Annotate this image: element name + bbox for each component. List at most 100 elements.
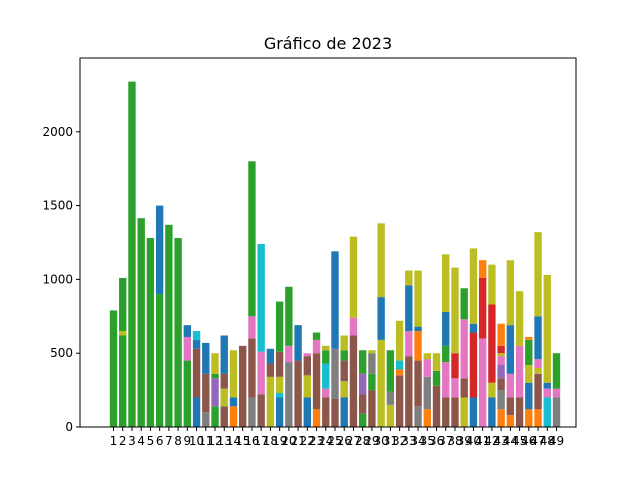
bar-segment-27-2 [349,317,358,336]
bar-segment-43-6 [497,353,505,357]
bar-segment-26-3 [340,360,348,382]
bar-segment-44-5 [506,260,515,326]
bar-segment-14-1 [229,406,238,427]
bar-segment-28-3 [359,373,367,395]
x-tick-label: 35 [420,434,435,448]
bar-segment-16-1 [248,397,256,427]
bar-segment-43-4 [497,365,505,379]
bar-segment-10-2 [192,348,201,398]
y-tick-label: 1000 [42,272,73,286]
bar-segment-42-2 [488,382,496,398]
bar-segment-45-2 [515,345,524,398]
x-tick-label: 19 [272,434,287,448]
bar-segment-39-2 [460,378,468,398]
bar-segment-12-3 [211,373,219,379]
bar-segment-34-2 [414,360,422,407]
x-tick-label: 15 [235,434,250,448]
plot-frame [79,57,577,428]
bar-segment-38-1 [451,397,459,427]
bar-segment-48-2 [543,388,551,398]
bar-segment-38-2 [451,378,459,398]
bar-segment-17-3 [257,243,265,352]
bar-segment-39-1 [460,397,468,427]
bar-segment-26-1 [340,397,348,427]
bar-segment-16-2 [248,338,256,398]
bar-segment-16-4 [248,161,256,317]
x-tick-label: 32 [392,434,407,448]
bar-segment-43-1 [497,409,505,427]
bar-segment-22-4 [303,353,311,357]
y-tick-label: 1500 [42,199,73,213]
bar-segment-33-4 [405,270,413,286]
bar-segment-49-1 [552,397,561,427]
bar-segment-19-4 [275,351,284,377]
bar-segment-24-4 [322,350,330,364]
bar-segment-46-5 [525,336,533,340]
x-tick-label: 43 [493,434,508,448]
bar-segment-45-1 [515,397,524,427]
bar-segment-38-3 [451,353,459,379]
bar-segment-38-4 [451,267,459,354]
bar-segment-13-3 [220,373,228,389]
bar-segment-19-1 [275,397,284,427]
bar-segment-42-4 [488,264,496,305]
bar-segment-37-3 [442,345,450,363]
bar-segment-6-2 [155,205,164,295]
x-tick-label: 41 [475,434,490,448]
bar-segment-36-2 [432,370,441,386]
bar-segment-33-1 [405,356,413,427]
bar-segment-48-4 [543,274,551,383]
y-tick-label: 2000 [42,125,73,139]
bar-segment-43-2 [497,390,505,410]
x-tick-label: 10 [189,434,204,448]
bar-segment-7-1 [165,224,173,427]
bar-segment-18-1 [266,376,275,427]
bar-segment-34-4 [414,326,422,332]
x-tick-label: 21 [290,434,305,448]
x-tick-label: 28 [355,434,370,448]
bar-segment-32-1 [395,375,404,427]
bar-segment-22-3 [303,356,311,376]
bar-segment-2-1 [119,335,127,427]
bar-segment-34-1 [414,406,422,427]
x-tick-label: 25 [327,434,342,448]
bars-group [109,81,561,428]
bar-segment-12-2 [211,378,219,407]
bar-segment-27-1 [349,335,358,427]
bar-segment-40-4 [469,248,478,324]
x-tick-label: 42 [484,434,499,448]
bar-segment-33-3 [405,285,413,332]
x-tick-label: 47 [530,434,545,448]
bar-segment-35-2 [423,376,431,410]
x-tick-label: 16 [244,434,259,448]
bar-segment-43-8 [497,323,505,346]
bar-segment-32-2 [395,369,404,376]
bar-segment-19-5 [275,301,284,352]
bar-segment-47-1 [534,409,542,427]
x-tick-label: 26 [337,434,352,448]
bar-segment-45-3 [515,291,524,346]
bar-segment-9-3 [183,325,192,337]
bar-segment-10-1 [192,397,201,427]
bar-segment-23-3 [312,339,321,354]
x-axis: 1 2 3 4 5 6 7 8 91011121314151617181920212223242… [110,427,564,448]
bar-segment-10-4 [192,331,201,340]
bar-segment-13-1 [220,406,228,427]
bar-segment-47-3 [534,367,542,374]
bar-segment-6-1 [155,294,164,427]
bar-segment-46-4 [525,339,533,366]
bar-segment-15-1 [239,345,247,427]
bar-segment-41-3 [478,260,487,278]
x-tick-label: 36 [429,434,444,448]
bar-segment-34-5 [414,270,422,327]
bar-segment-17-1 [257,394,265,427]
bar-segment-22-2 [303,375,311,398]
bar-segment-37-4 [442,311,450,346]
x-tick-label: 9 [184,434,192,448]
bar-segment-13-4 [220,335,228,374]
bar-segment-23-4 [312,332,321,340]
x-tick-label: 22 [300,434,315,448]
bar-segment-4-1 [137,218,145,427]
bar-segment-35-4 [423,353,431,360]
x-tick-label: 27 [346,434,361,448]
